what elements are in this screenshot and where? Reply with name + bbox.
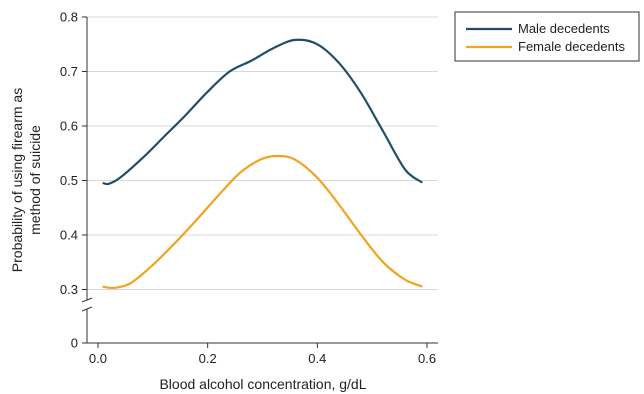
x-tick-label-0: 0.0 <box>89 351 107 366</box>
y-tick-label-3: 0.5 <box>60 173 78 188</box>
y-tick-label-1: 0.3 <box>60 282 78 297</box>
legend-label-female: Female decedents <box>518 39 625 54</box>
y-tick-label-4: 0.6 <box>60 119 78 134</box>
axes-layer: 0 0.3 0.4 0.5 0.6 0.7 0.8 0.0 0.2 0.4 0.6 <box>60 10 438 366</box>
y-tick-label-6: 0.8 <box>60 10 78 25</box>
grid-layer <box>87 16 438 290</box>
y-tick-label-2: 0.4 <box>60 228 78 243</box>
y-axis-title-line-2: method of suicide <box>27 125 43 235</box>
x-tick-label-3: 0.6 <box>418 351 436 366</box>
y-axis-break-mark-1 <box>81 297 93 303</box>
legend-box <box>454 11 640 62</box>
x-axis-title: Blood alcohol concentration, g/dL <box>159 376 366 392</box>
y-tick-label-5: 0.7 <box>60 64 78 79</box>
legend-label-male: Male decedents <box>518 21 610 36</box>
y-axis-title: Probability of using firearm as method o… <box>9 88 43 272</box>
y-tick-label-0: 0 <box>71 336 78 351</box>
x-tick-label-1: 0.2 <box>199 351 217 366</box>
x-tick-label-2: 0.4 <box>308 351 326 366</box>
series-line-female-decedents <box>102 154 423 290</box>
series-line-male-decedents <box>102 38 423 186</box>
series-layer <box>102 38 423 290</box>
legend: Male decedents Female decedents <box>454 11 640 62</box>
y-axis-break-mark-2 <box>81 306 93 312</box>
y-axis-title-line-1: Probability of using firearm as <box>9 88 25 272</box>
